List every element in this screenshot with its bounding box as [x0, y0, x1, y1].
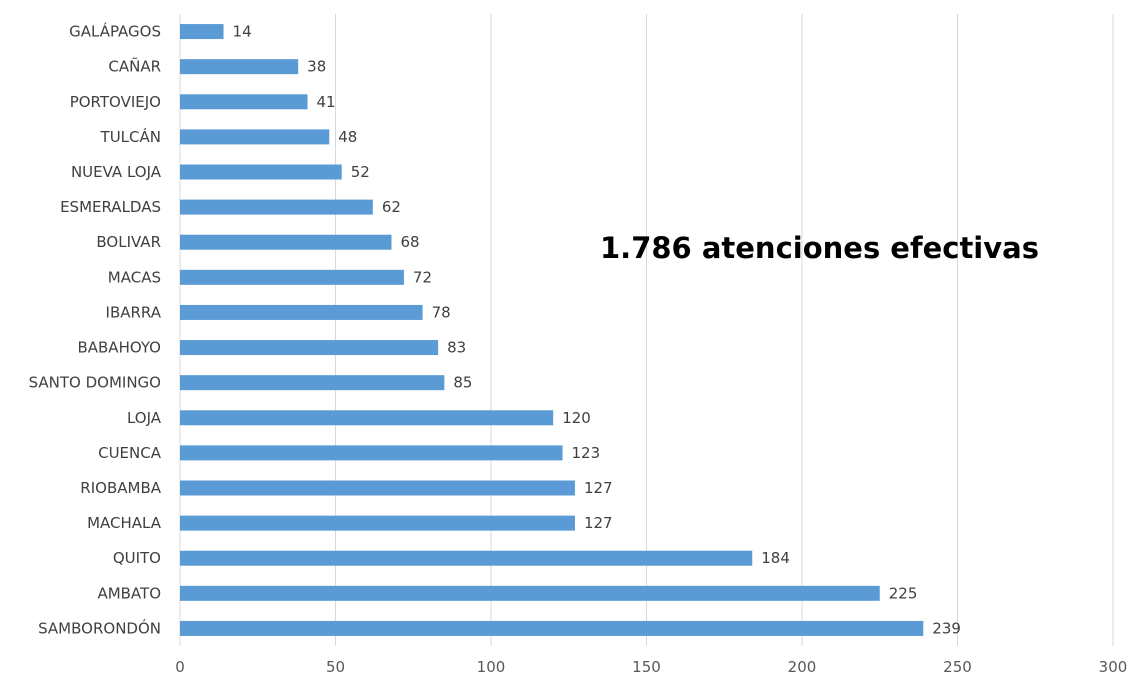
- bar: [180, 164, 342, 180]
- category-label: CUENCA: [98, 444, 162, 462]
- value-label: 78: [432, 303, 451, 321]
- value-label: 68: [400, 233, 419, 251]
- category-label: BABAHOYO: [77, 339, 161, 357]
- bar: [180, 234, 392, 250]
- category-label: SANTO DOMINGO: [29, 374, 161, 392]
- x-axis-ticks: 0 50 100 150 200 250 300: [175, 658, 1127, 676]
- bar: [180, 550, 753, 566]
- x-tick-label: 200: [788, 658, 817, 676]
- value-label: 239: [932, 619, 961, 637]
- value-label: 48: [338, 128, 357, 146]
- grid-lines: [179, 14, 1114, 646]
- category-label: SAMBORONDÓN: [38, 618, 161, 637]
- bar: [180, 340, 439, 356]
- value-label: 38: [307, 58, 326, 76]
- category-label: NUEVA LOJA: [71, 163, 162, 181]
- category-label: PORTOVIEJO: [70, 93, 161, 111]
- category-labels: GALÁPAGOS CAÑAR PORTOVIEJO TULCÁN NUEVA LOJA…: [29, 22, 162, 638]
- category-label: QUITO: [113, 549, 161, 567]
- category-label: ESMERALDAS: [60, 198, 161, 216]
- category-label: LOJA: [127, 409, 162, 427]
- category-label: BOLIVAR: [96, 233, 161, 251]
- category-label: IBARRA: [106, 303, 162, 321]
- category-label: AMBATO: [97, 584, 161, 602]
- value-label: 127: [584, 514, 613, 532]
- bar: [180, 269, 404, 285]
- bar: [180, 480, 575, 496]
- value-label: 72: [413, 268, 432, 286]
- bar: [180, 515, 575, 531]
- bar: [180, 199, 373, 215]
- value-label: 184: [761, 549, 790, 567]
- value-label: 127: [584, 479, 613, 497]
- bar: [180, 410, 554, 426]
- bar: [180, 24, 224, 40]
- x-tick-label: 150: [632, 658, 661, 676]
- value-label: 62: [382, 198, 401, 216]
- bar: [180, 445, 563, 461]
- bar: [180, 620, 924, 636]
- bar: [180, 59, 299, 75]
- x-tick-label: 50: [326, 658, 345, 676]
- bar: [180, 304, 423, 320]
- bar: [180, 375, 445, 391]
- value-label: 41: [317, 93, 336, 111]
- category-label: MACHALA: [87, 514, 162, 532]
- category-label: CAÑAR: [108, 57, 161, 76]
- value-label: 85: [453, 374, 472, 392]
- total-annotation: 1.786 atenciones efectivas: [600, 231, 1039, 265]
- x-tick-label: 0: [175, 658, 185, 676]
- category-label: RIOBAMBA: [80, 479, 161, 497]
- x-tick-label: 300: [1099, 658, 1128, 676]
- value-label: 14: [233, 23, 252, 41]
- bars: [180, 24, 924, 636]
- value-label: 83: [447, 339, 466, 357]
- category-label: GALÁPAGOS: [69, 22, 161, 41]
- value-label: 120: [562, 409, 591, 427]
- x-tick-label: 250: [943, 658, 972, 676]
- bar: [180, 585, 880, 601]
- value-label: 123: [572, 444, 601, 462]
- value-label: 225: [889, 584, 918, 602]
- value-label: 52: [351, 163, 370, 181]
- category-label: MACAS: [108, 268, 161, 286]
- bar: [180, 94, 308, 110]
- bar: [180, 129, 330, 145]
- x-tick-label: 100: [477, 658, 506, 676]
- category-label: TULCÁN: [100, 127, 161, 146]
